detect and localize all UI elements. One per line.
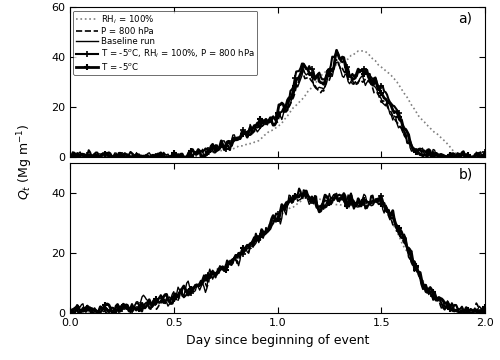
RH$_i$ = 100% — [207, 150, 213, 155]
Line: T = -5$^o$C, RH$_i$ = 100%, P = 800 hPa: T = -5$^o$C, RH$_i$ = 100%, P = 800 hPa — [66, 48, 488, 161]
T = -5$^o$C — [86, 154, 91, 158]
T = -5$^o$C — [72, 155, 78, 159]
Baseline run — [397, 124, 403, 129]
T = -5$^o$C — [334, 48, 340, 53]
T = -5$^o$C, RH$_i$ = 100%, P = 800 hPa — [482, 150, 488, 154]
RH$_i$ = 100% — [397, 85, 403, 89]
T = -5$^o$C, RH$_i$ = 100%, P = 800 hPa — [67, 154, 73, 159]
RH$_i$ = 100% — [72, 153, 78, 158]
Text: a): a) — [458, 12, 472, 26]
T = -5$^o$C, RH$_i$ = 100%, P = 800 hPa — [87, 150, 93, 155]
Baseline run — [270, 114, 276, 118]
Baseline run — [87, 155, 93, 159]
P = 800 hPa — [86, 155, 91, 159]
RH$_i$ = 100% — [482, 154, 488, 159]
T = -5$^o$C, RH$_i$ = 100%, P = 800 hPa — [334, 50, 340, 54]
X-axis label: Day since beginning of event: Day since beginning of event — [186, 334, 369, 347]
T = -5$^o$C, RH$_i$ = 100%, P = 800 hPa — [270, 114, 276, 119]
T = -5$^o$C — [396, 115, 402, 119]
Legend: RH$_i$ = 100%, P = 800 hPa, Baseline run, T = -5$^o$C, RH$_i$ = 100%, P = 800 hP: RH$_i$ = 100%, P = 800 hPa, Baseline run… — [74, 11, 258, 75]
P = 800 hPa — [268, 118, 274, 123]
P = 800 hPa — [72, 154, 78, 159]
RH$_i$ = 100% — [356, 49, 362, 53]
P = 800 hPa — [334, 58, 340, 62]
T = -5$^o$C — [482, 153, 488, 157]
Line: P = 800 hPa: P = 800 hPa — [70, 60, 485, 157]
P = 800 hPa — [67, 155, 73, 159]
Baseline run — [207, 147, 213, 152]
T = -5$^o$C — [206, 150, 212, 154]
T = -5$^o$C — [129, 155, 135, 159]
P = 800 hPa — [129, 154, 135, 159]
RH$_i$ = 100% — [86, 153, 91, 157]
RH$_i$ = 100% — [270, 128, 276, 132]
P = 800 hPa — [396, 122, 402, 126]
Line: T = -5$^o$C: T = -5$^o$C — [66, 47, 488, 161]
Baseline run — [482, 153, 488, 157]
Baseline run — [74, 155, 80, 159]
Line: Baseline run: Baseline run — [70, 62, 485, 157]
RH$_i$ = 100% — [67, 154, 73, 158]
T = -5$^o$C, RH$_i$ = 100%, P = 800 hPa — [72, 151, 78, 156]
T = -5$^o$C, RH$_i$ = 100%, P = 800 hPa — [207, 147, 213, 152]
T = -5$^o$C — [67, 155, 73, 159]
T = -5$^o$C, RH$_i$ = 100%, P = 800 hPa — [397, 114, 403, 118]
Baseline run — [72, 150, 78, 154]
Text: b): b) — [458, 168, 472, 182]
T = -5$^o$C — [268, 120, 274, 124]
RH$_i$ = 100% — [130, 154, 136, 158]
Text: $Q_t$ (Mg m$^{-1}$): $Q_t$ (Mg m$^{-1}$) — [15, 124, 34, 200]
P = 800 hPa — [482, 154, 488, 159]
Baseline run — [335, 60, 341, 64]
T = -5$^o$C, RH$_i$ = 100%, P = 800 hPa — [130, 155, 136, 159]
Baseline run — [130, 155, 136, 159]
P = 800 hPa — [206, 152, 212, 156]
Line: RH$_i$ = 100%: RH$_i$ = 100% — [70, 51, 485, 157]
Baseline run — [67, 154, 73, 158]
T = -5$^o$C, RH$_i$ = 100%, P = 800 hPa — [73, 155, 79, 159]
RH$_i$ = 100% — [96, 155, 102, 159]
